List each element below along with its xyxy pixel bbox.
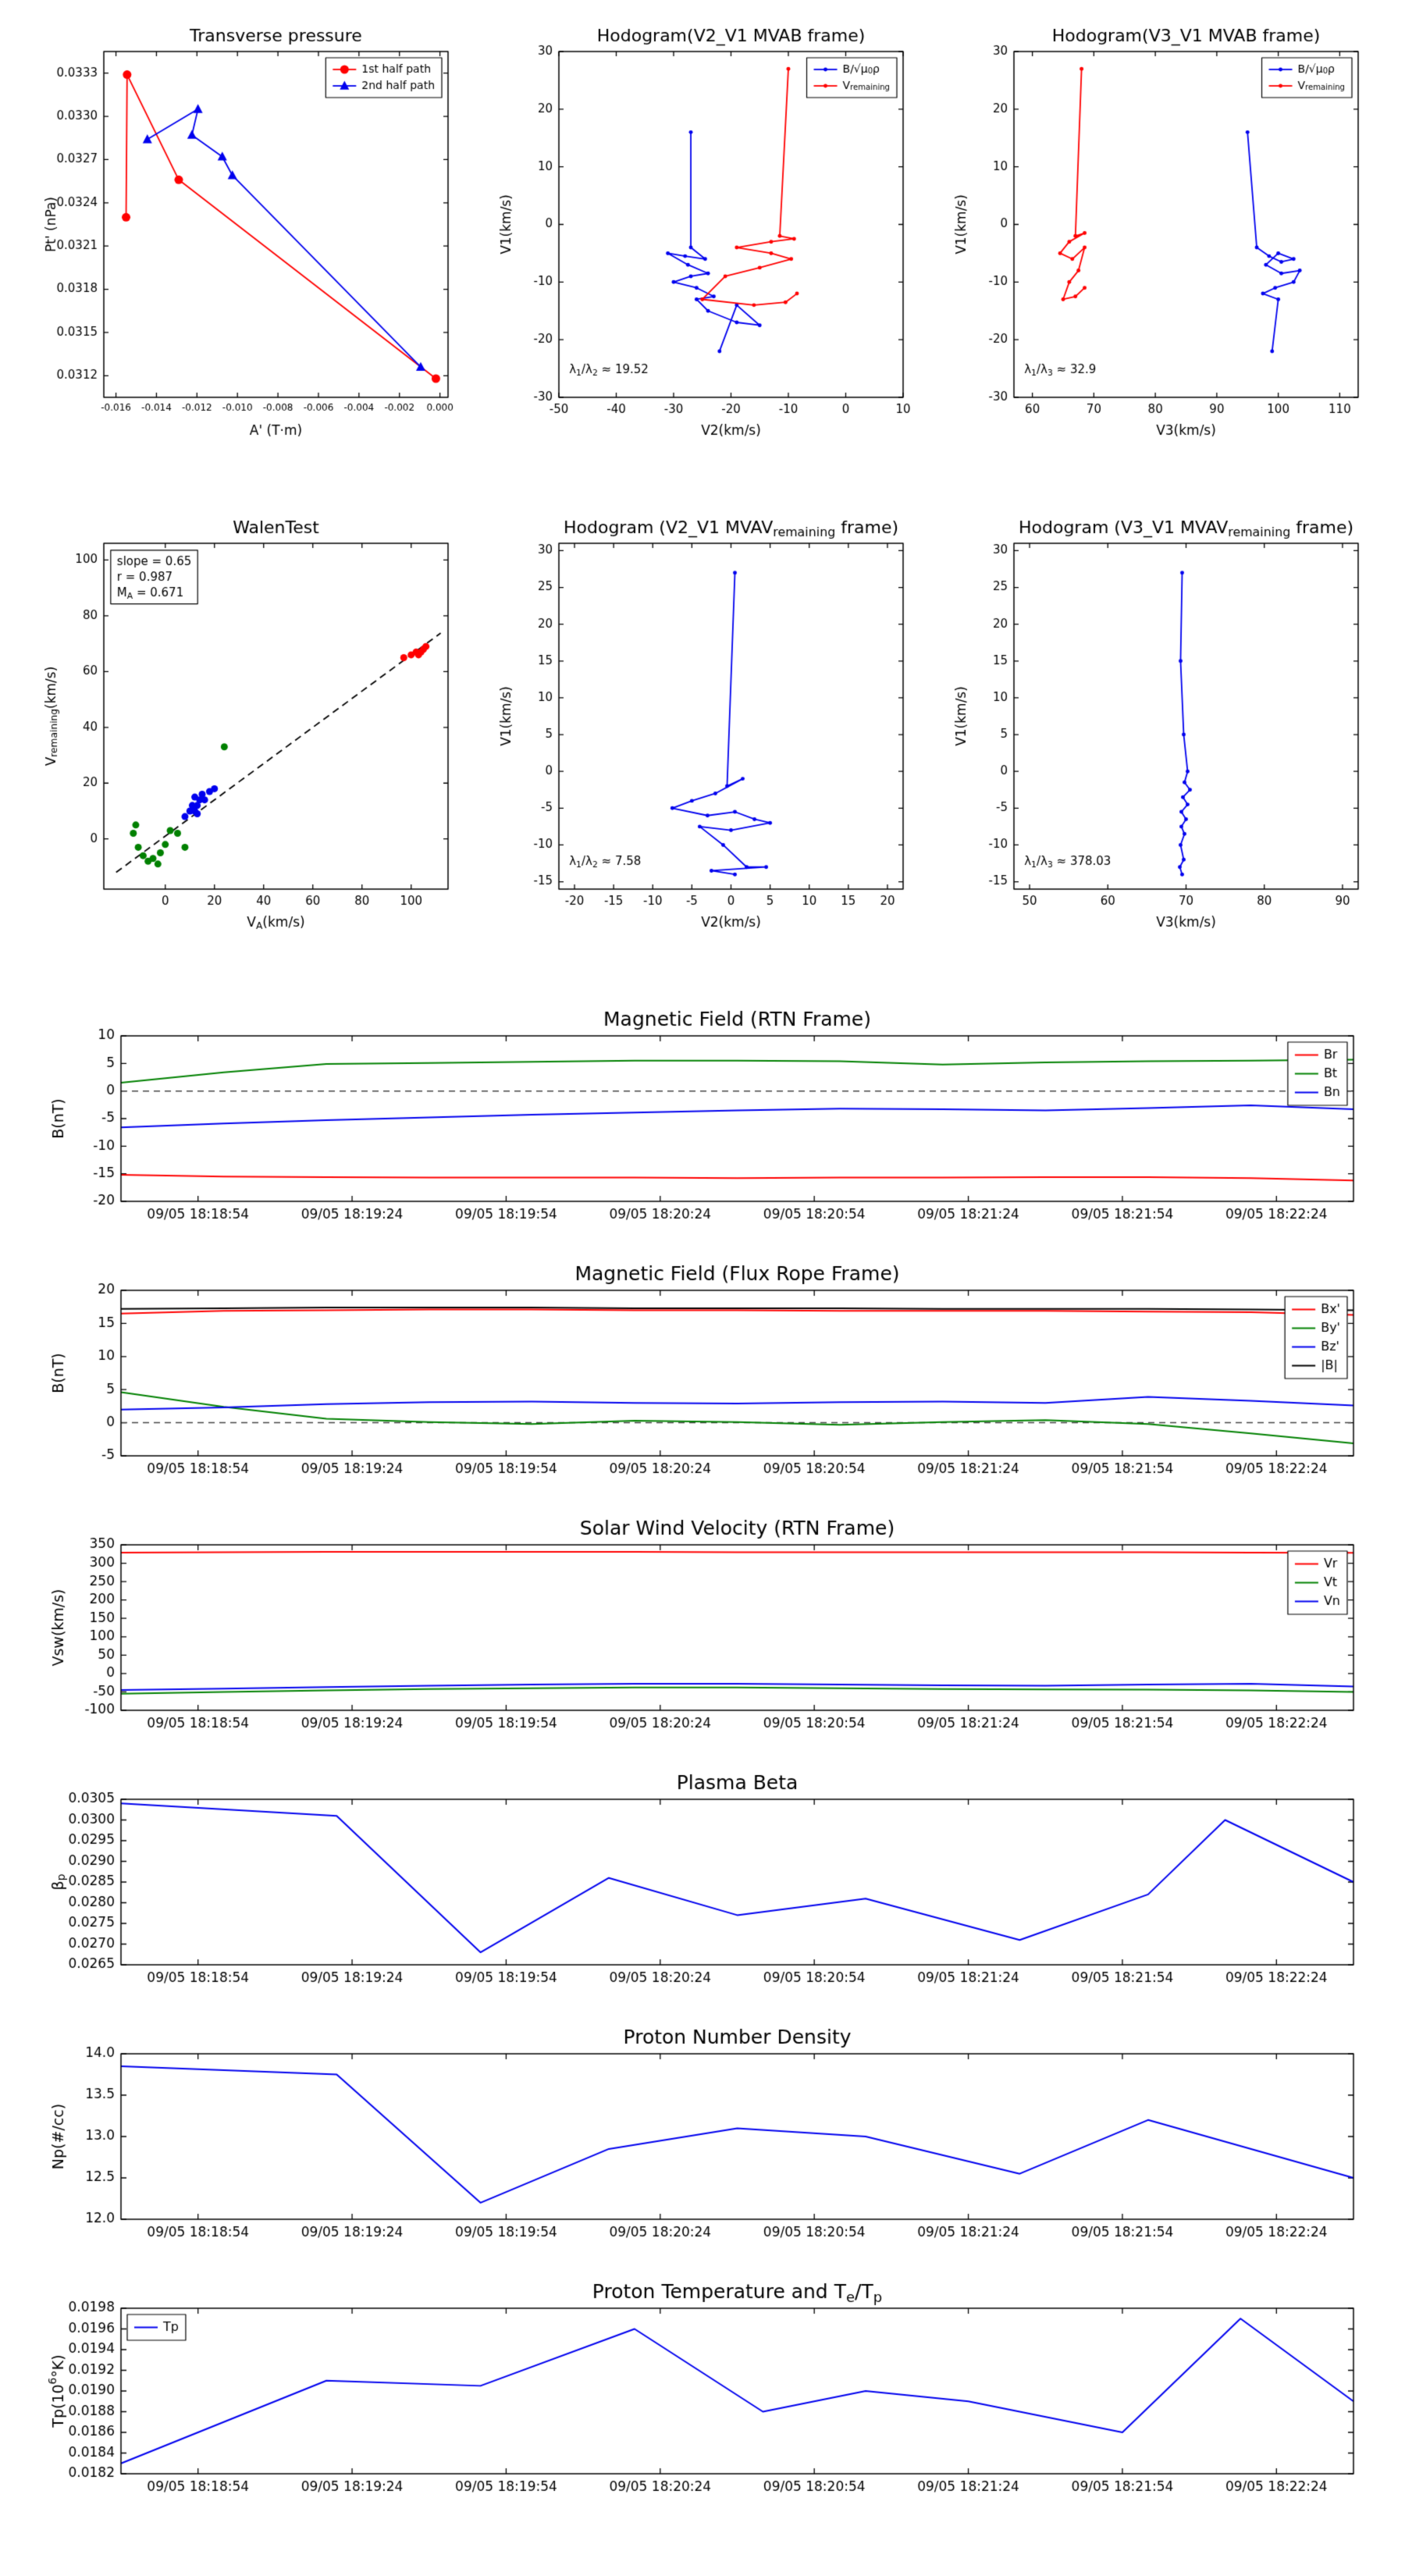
hodogram-v2v1-mvav-chart: [489, 511, 916, 936]
plasma-beta-chart: [39, 1767, 1366, 2001]
top-panel-row: [0, 0, 1405, 444]
hodogram-v2v1-mvab-chart: [489, 19, 916, 444]
proton-density-chart: [39, 2021, 1366, 2255]
magnetic-field-rtn-chart: [39, 1003, 1366, 1237]
time-series-stack: [0, 936, 1405, 2510]
magnetic-field-flux-rope-chart: [39, 1258, 1366, 1492]
transverse-pressure-chart: [34, 19, 461, 444]
hodogram-v3v1-mvav-chart: [944, 511, 1371, 936]
proton-temperature-chart: [39, 2275, 1366, 2510]
hodogram-v3v1-mvab-chart: [944, 19, 1371, 444]
solar-wind-velocity-chart: [39, 1512, 1366, 1746]
walen-test-chart: [34, 511, 461, 936]
second-panel-row: [0, 444, 1405, 936]
